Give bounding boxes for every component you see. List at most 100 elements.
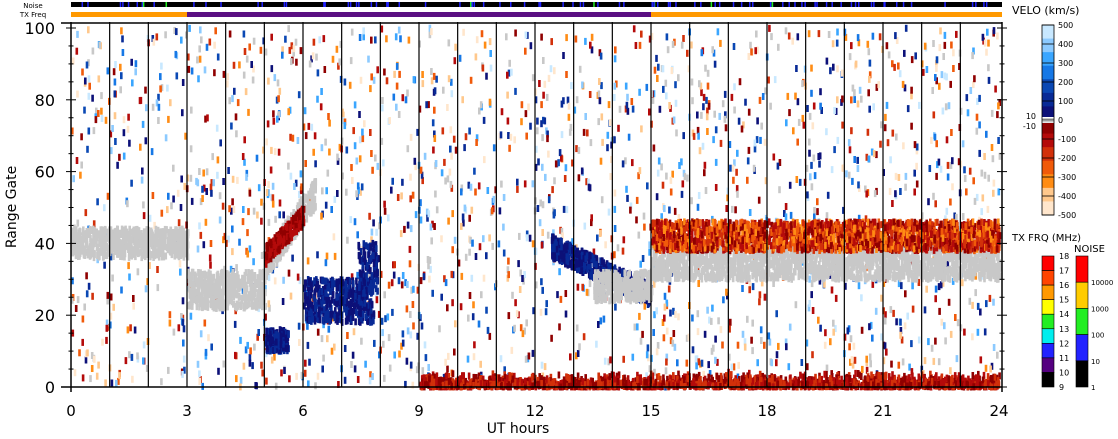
echo-cell: [401, 272, 405, 279]
echo-cell: [202, 241, 206, 249]
echo-cell: [335, 315, 339, 323]
echo-cell: [276, 79, 280, 87]
echo-cell: [740, 125, 744, 133]
echo-cell: [196, 56, 199, 64]
echo-cell: [261, 298, 265, 306]
echo-cell: [175, 28, 178, 36]
echo-cell: [312, 38, 316, 46]
echo-cell: [546, 135, 549, 143]
echo-cell: [985, 48, 988, 56]
echo-cell: [145, 364, 149, 372]
echo-cell: [353, 218, 357, 226]
echo-cell: [472, 301, 475, 309]
echo-cell: [712, 136, 715, 144]
echo-cell: [818, 160, 821, 168]
echo-cell: [424, 354, 428, 362]
echo-cell: [232, 206, 236, 213]
echo-cell: [273, 346, 277, 354]
echo-cell: [285, 337, 288, 345]
echo-cell: [868, 353, 872, 361]
echo-cell: [173, 27, 176, 34]
echo-cell: [264, 289, 267, 297]
echo-cell: [567, 113, 571, 121]
echo-cell: [998, 152, 1002, 160]
echo-cell: [932, 192, 935, 200]
echo-cell: [547, 74, 551, 82]
echo-cell: [79, 171, 82, 179]
echo-cell: [345, 299, 349, 306]
echo-cell: [834, 107, 838, 115]
echo-cell: [830, 166, 834, 174]
echo-cell: [667, 285, 671, 293]
echo-cell: [167, 192, 170, 200]
echo-cell: [270, 356, 274, 364]
echo-cell: [372, 265, 376, 273]
echo-cell: [751, 283, 755, 291]
echo-cell: [372, 219, 375, 227]
echo-cell: [856, 165, 860, 172]
echo-cell: [903, 84, 907, 92]
echo-cell: [373, 339, 376, 347]
echo-cell: [661, 65, 665, 73]
echo-cell: [387, 281, 391, 289]
echo-cell: [870, 148, 874, 156]
echo-cell: [450, 78, 453, 86]
echo-cell: [97, 249, 101, 257]
echo-cell: [316, 328, 320, 336]
echo-cell: [89, 375, 92, 383]
echo-cell: [127, 230, 131, 238]
echo-cell: [690, 41, 693, 49]
echo-cell: [245, 169, 249, 177]
echo-cell: [587, 183, 591, 191]
echo-cell: [819, 88, 822, 96]
echo-cell: [990, 144, 994, 151]
echo-cell: [536, 117, 539, 125]
echo-cell: [656, 75, 659, 82]
echo-cell: [191, 302, 194, 310]
echo-cell: [891, 129, 895, 137]
echo-cell: [725, 205, 728, 212]
echo-cell: [665, 172, 668, 180]
echo-cell: [642, 212, 646, 220]
echo-cell: [329, 311, 333, 318]
echo-cell: [475, 134, 479, 142]
echo-cell: [265, 272, 268, 280]
echo-cell: [665, 327, 669, 335]
echo-cell: [113, 228, 117, 236]
echo-cell: [316, 69, 320, 77]
echo-cell: [638, 312, 641, 320]
echo-cell: [109, 226, 113, 234]
echo-cell: [98, 41, 102, 49]
echo-cell: [812, 154, 816, 162]
echo-cell: [655, 54, 658, 62]
echo-cell: [97, 253, 101, 261]
echo-cell: [652, 329, 655, 336]
echo-cell: [703, 161, 707, 169]
echo-cell: [262, 146, 265, 154]
echo-cell: [231, 95, 234, 103]
echo-cell: [983, 153, 986, 160]
echo-cell: [374, 241, 378, 249]
echo-cell: [895, 318, 898, 326]
echo-cell: [154, 225, 158, 233]
echo-cell: [543, 80, 547, 88]
echo-cell: [427, 262, 430, 270]
echo-cell: [145, 243, 148, 250]
echo-cell: [946, 173, 950, 181]
echo-cell: [857, 39, 861, 47]
echo-cell: [186, 174, 189, 182]
echo-cell: [250, 280, 253, 288]
echo-cell: [83, 106, 86, 114]
echo-cell: [893, 63, 896, 71]
echo-cell: [242, 302, 245, 310]
echo-cell: [309, 291, 313, 299]
echo-cell: [760, 279, 764, 287]
echo-cell: [807, 304, 811, 312]
echo-cell: [652, 144, 656, 152]
echo-cell: [490, 207, 494, 215]
echo-cell: [223, 232, 227, 240]
echo-cell: [629, 206, 632, 214]
echo-cell: [361, 267, 364, 274]
echo-cell: [531, 180, 535, 188]
echo-cell: [471, 239, 474, 247]
